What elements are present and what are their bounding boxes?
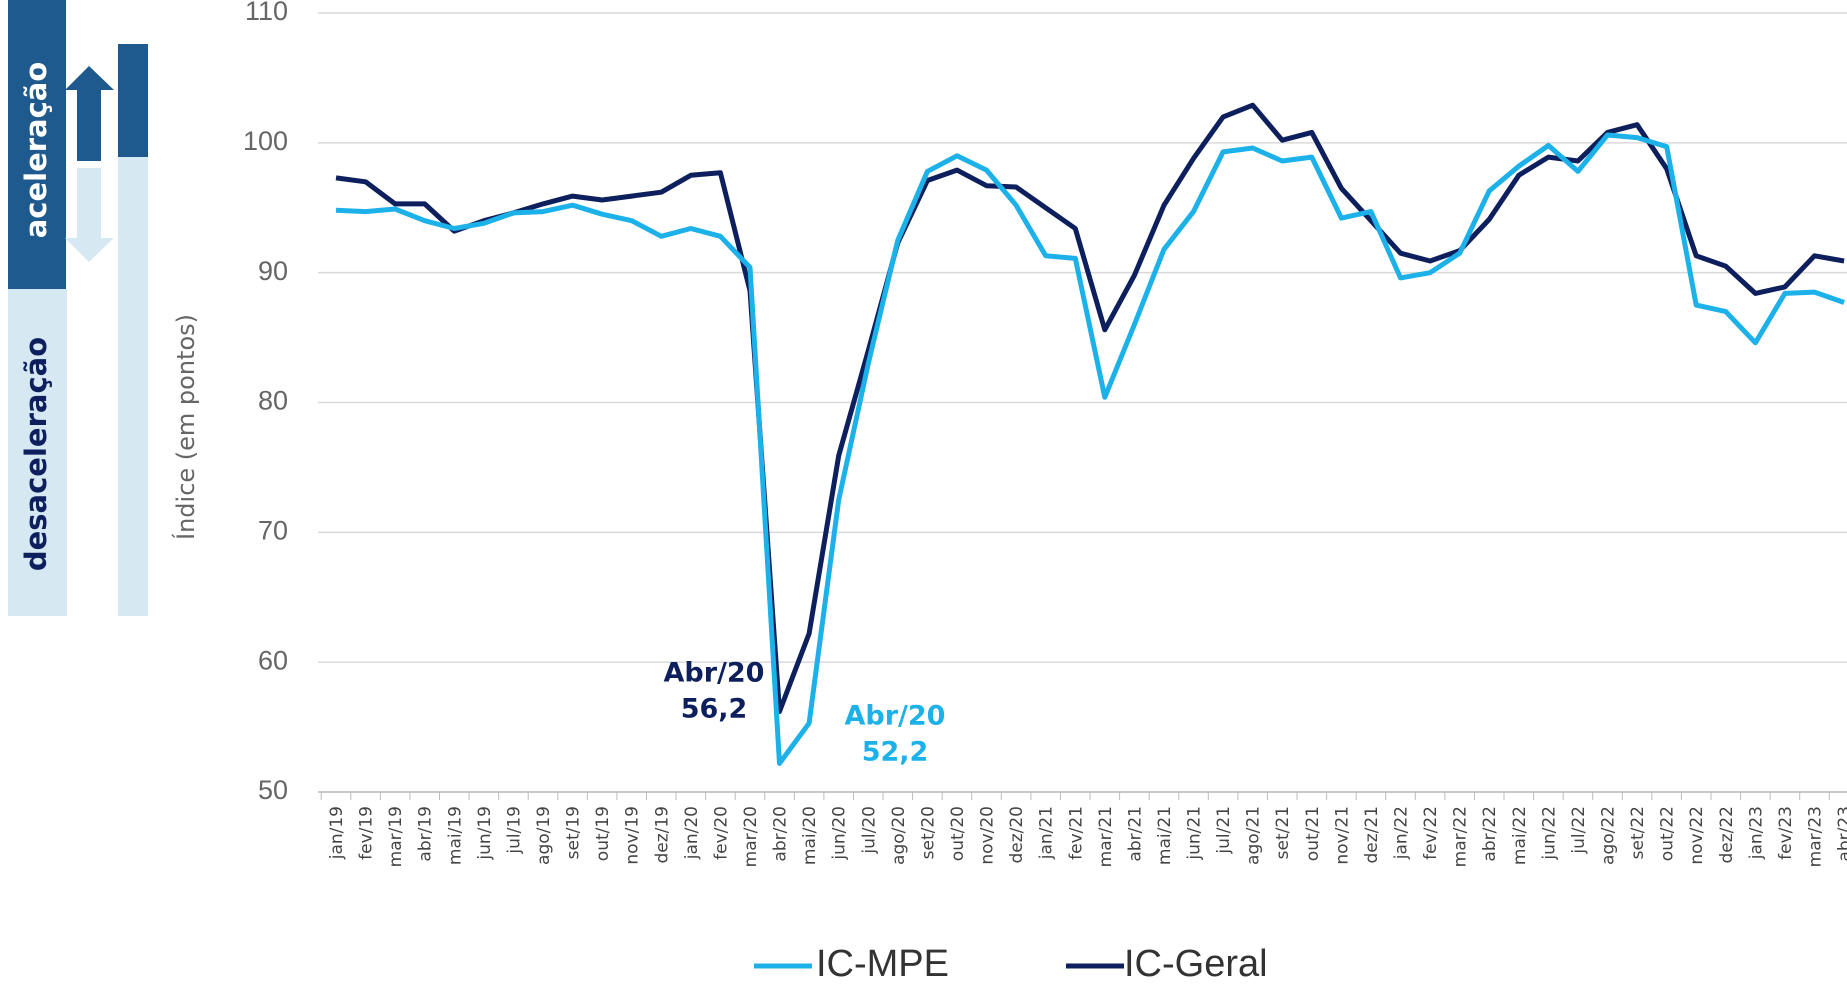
x-tick-label: abr/22 <box>1480 806 1500 862</box>
x-tick-label: jun/21 <box>1185 806 1205 861</box>
x-tick-label: abr/21 <box>1125 806 1145 862</box>
x-tick-label: ago/20 <box>889 806 909 865</box>
acceleration-bar <box>118 44 148 157</box>
x-tick-label: jan/22 <box>1392 806 1412 860</box>
x-tick-label: ago/19 <box>534 806 554 865</box>
y-tick-label: 60 <box>258 645 288 675</box>
y-tick-label: 90 <box>258 256 288 286</box>
x-tick-label: out/19 <box>593 806 613 861</box>
annotation: Abr/20 <box>664 658 765 689</box>
y-tick-label: 70 <box>258 515 288 545</box>
x-tick-label: jan/19 <box>327 806 347 860</box>
x-tick-label: jun/22 <box>1539 806 1559 861</box>
data-line <box>335 132 1845 766</box>
legend-label: IC-MPE <box>816 943 949 984</box>
x-tick-label: set/19 <box>564 806 584 859</box>
x-tick-label: jul/20 <box>859 806 879 855</box>
x-tick-label: nov/22 <box>1687 806 1707 865</box>
x-tick-label: dez/21 <box>1362 806 1382 864</box>
annotation: 52,2 <box>862 737 929 768</box>
down-arrow <box>65 168 114 262</box>
up-arrow <box>65 66 114 161</box>
x-tick-label: abr/20 <box>771 806 791 862</box>
x-tick-label: mar/23 <box>1806 806 1826 867</box>
y-axis-label: Índice (em pontos) <box>171 314 200 540</box>
x-tick-label: set/21 <box>1273 806 1293 859</box>
legend-label: IC-Geral <box>1124 943 1268 984</box>
deceleration-bar <box>118 157 148 616</box>
x-tick-label: dez/20 <box>1007 806 1027 864</box>
side-label: desaceleração <box>19 337 53 571</box>
x-tick-label: fev/20 <box>711 806 731 860</box>
x-tick-label: out/21 <box>1303 806 1323 861</box>
y-tick-label: 50 <box>258 775 288 805</box>
x-tick-label: jul/19 <box>504 806 524 855</box>
x-tick-label: nov/19 <box>623 806 643 865</box>
y-tick-label: 100 <box>243 126 288 156</box>
x-tick-label: nov/20 <box>978 806 998 865</box>
x-tick-label: mai/20 <box>800 806 820 865</box>
x-tick-label: set/20 <box>918 806 938 859</box>
x-tick-label: ago/21 <box>1244 806 1264 865</box>
x-tick-label: mai/19 <box>445 806 465 865</box>
x-tick-label: jan/21 <box>1037 806 1057 860</box>
x-tick-label: nov/21 <box>1332 806 1352 865</box>
x-tick-label: fev/22 <box>1421 806 1441 860</box>
x-tick-label: jan/20 <box>682 806 702 860</box>
x-tick-label: mar/22 <box>1451 806 1471 867</box>
x-tick-label: abr/23 <box>1835 806 1847 862</box>
x-tick-label: out/22 <box>1658 806 1678 861</box>
x-tick-label: fev/21 <box>1066 806 1086 860</box>
x-tick-label: dez/19 <box>652 806 672 864</box>
deceleration-box <box>8 289 67 616</box>
x-tick-label: jul/22 <box>1569 806 1589 855</box>
annotation: Abr/20 <box>845 701 946 732</box>
x-tick-label: abr/19 <box>416 806 436 862</box>
x-tick-label: mai/21 <box>1155 806 1175 865</box>
x-tick-label: mar/19 <box>386 806 406 867</box>
x-tick-label: jul/21 <box>1214 806 1234 855</box>
x-tick-label: fev/23 <box>1776 806 1796 860</box>
x-tick-label: fev/19 <box>357 806 377 860</box>
x-tick-label: ago/22 <box>1599 806 1619 865</box>
x-tick-label: mai/22 <box>1510 806 1530 865</box>
x-tick-label: jan/23 <box>1746 806 1766 860</box>
data-line <box>335 102 1845 714</box>
annotation: 56,2 <box>681 694 748 725</box>
x-tick-label: out/20 <box>948 806 968 861</box>
acceleration-box <box>8 0 66 289</box>
y-tick-label: 110 <box>245 0 288 26</box>
x-tick-label: mar/21 <box>1096 806 1116 867</box>
y-tick-label: 80 <box>258 386 288 416</box>
side-label: aceleração <box>19 62 53 239</box>
x-tick-label: dez/22 <box>1717 806 1737 864</box>
x-tick-label: jun/19 <box>475 806 495 861</box>
x-tick-label: mar/20 <box>741 806 761 867</box>
x-tick-label: jun/20 <box>830 806 850 861</box>
x-tick-label: set/22 <box>1628 806 1648 859</box>
